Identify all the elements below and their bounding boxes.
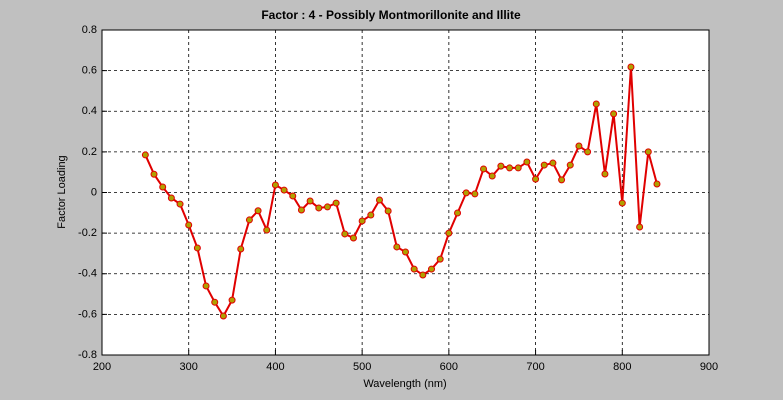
y-tick-label: -0.6	[78, 308, 97, 320]
data-point	[445, 229, 453, 237]
data-point	[532, 175, 540, 183]
data-point	[549, 159, 557, 167]
data-point	[280, 186, 288, 194]
data-point	[289, 192, 297, 200]
x-tick-label: 200	[93, 361, 111, 373]
data-point	[471, 190, 479, 198]
data-point	[349, 234, 357, 242]
data-point	[341, 230, 349, 238]
data-point	[636, 223, 644, 231]
data-point	[393, 243, 401, 251]
data-point	[644, 148, 652, 156]
data-point	[653, 180, 661, 188]
data-point	[462, 189, 470, 197]
x-tick-label: 600	[440, 361, 458, 373]
data-point	[271, 181, 279, 189]
data-point	[211, 298, 219, 306]
y-tick-label: -0.4	[78, 268, 97, 280]
axes-box	[101, 29, 710, 356]
data-point	[618, 199, 626, 207]
data-point	[558, 176, 566, 184]
x-tick-label: 300	[180, 361, 198, 373]
data-point	[601, 170, 609, 178]
data-point	[506, 164, 514, 172]
x-tick-label: 900	[700, 361, 718, 373]
data-point	[575, 142, 583, 150]
y-tick-label: 0.8	[82, 24, 97, 36]
data-point	[202, 282, 210, 290]
data-point	[323, 203, 331, 211]
data-point	[150, 170, 158, 178]
data-point	[358, 217, 366, 225]
data-point	[219, 312, 227, 320]
y-tick-label: 0.6	[82, 65, 97, 77]
data-point	[193, 244, 201, 252]
data-point	[306, 197, 314, 205]
data-point	[627, 63, 635, 71]
data-point	[540, 161, 548, 169]
data-point	[497, 162, 505, 170]
data-point	[176, 200, 184, 208]
x-tick-label: 700	[526, 361, 544, 373]
data-point	[228, 296, 236, 304]
data-point	[263, 226, 271, 234]
data-point	[410, 265, 418, 273]
data-point	[523, 158, 531, 166]
data-point	[488, 172, 496, 180]
data-point	[185, 221, 193, 229]
data-point	[367, 211, 375, 219]
data-point	[375, 196, 383, 204]
x-tick-label: 400	[266, 361, 284, 373]
data-point	[332, 199, 340, 207]
chart-title: Factor : 4 - Possibly Montmorillonite an…	[261, 8, 521, 22]
data-point	[480, 165, 488, 173]
y-tick-label: -0.2	[78, 227, 97, 239]
data-point	[237, 245, 245, 253]
data-point	[297, 206, 305, 214]
data-point	[419, 271, 427, 279]
x-tick-label: 500	[353, 361, 371, 373]
x-tick-label: 800	[613, 361, 631, 373]
y-tick-label: 0.2	[82, 146, 97, 158]
data-point	[584, 148, 592, 156]
data-point	[514, 164, 522, 172]
y-axis-label: Factor Loading	[56, 155, 68, 228]
data-point	[610, 110, 618, 118]
data-point	[254, 207, 262, 215]
data-point	[592, 100, 600, 108]
data-point	[384, 207, 392, 215]
data-point	[167, 194, 175, 202]
data-point	[159, 183, 167, 191]
y-tick-label: 0.4	[82, 105, 97, 117]
y-tick-label: -0.8	[78, 349, 97, 361]
x-axis-label: Wavelength (nm)	[363, 378, 446, 390]
data-point	[402, 248, 409, 256]
data-point	[315, 204, 323, 212]
data-point	[428, 265, 436, 273]
data-point	[436, 255, 444, 263]
data-point	[141, 151, 149, 159]
data-point	[245, 216, 253, 224]
data-point	[566, 161, 574, 169]
y-tick-label: 0	[91, 186, 97, 198]
data-point	[454, 209, 462, 217]
